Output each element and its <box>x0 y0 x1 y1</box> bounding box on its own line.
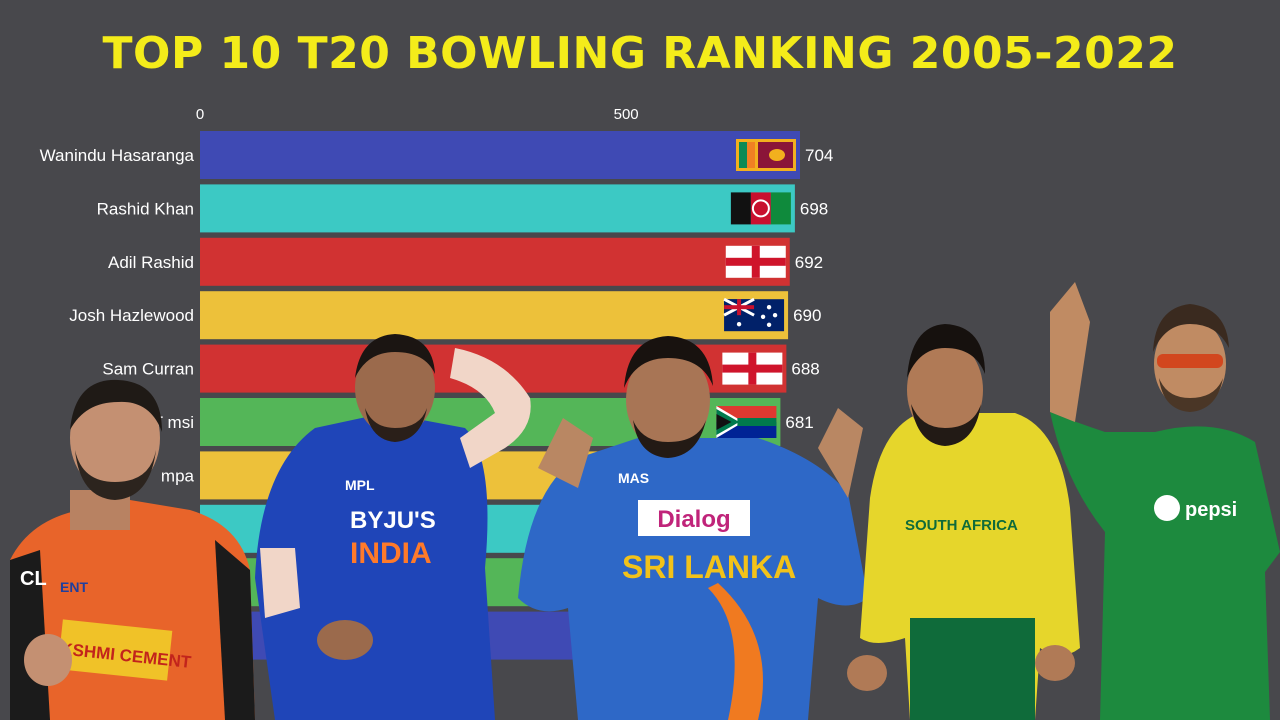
sponsor-panel <box>638 500 750 536</box>
category-label: mpa <box>161 466 195 485</box>
category-label: Sam Curran <box>102 360 194 379</box>
jersey-sleeve <box>215 540 255 720</box>
face-shape <box>355 340 435 436</box>
beard-shape <box>911 404 981 446</box>
beard-shape <box>75 450 156 500</box>
bar <box>200 131 800 179</box>
jersey-sponsor-text: MPL <box>345 477 375 493</box>
face-shape <box>70 383 160 493</box>
jersey-sponsor-text: MAS <box>618 470 649 486</box>
fist-shape <box>847 655 887 691</box>
trousers-shape <box>910 618 1035 720</box>
jersey-logo-text: pepsi <box>1185 499 1237 521</box>
category-label: T msi <box>153 413 194 432</box>
jersey-shape <box>1050 412 1280 720</box>
value-label: 692 <box>795 253 823 272</box>
sunglasses <box>1157 354 1223 368</box>
sponsor-logo <box>1154 495 1180 521</box>
jersey-text: SOUTH AFRICA <box>905 517 1018 534</box>
beard-shape <box>1159 378 1223 412</box>
hair-shape <box>624 336 713 388</box>
jersey-logo-text: Dialog <box>657 506 730 533</box>
bar <box>200 291 789 340</box>
hair-shape <box>1153 304 1229 352</box>
chart-title: TOP 10 T20 BOWLING RANKING 2005-2022 <box>102 28 1178 79</box>
jersey-pattern <box>708 583 763 720</box>
australia-flag-icon <box>723 297 785 332</box>
wanindu-hasaranga-photo: Dialog SRI LANKA MAS <box>518 336 868 720</box>
england-flag-icon <box>725 245 786 278</box>
x-tick-label: 0 <box>196 106 204 123</box>
arm-sleeve <box>260 548 300 618</box>
value-label: 681 <box>785 413 813 432</box>
jersey-text: SRI LANKA <box>622 549 796 585</box>
category-label: Rashid Khan <box>97 199 194 218</box>
jasprit-bumrah-photo: BYJU'S INDIA MPL <box>255 334 531 720</box>
sponsor-panel <box>57 619 173 681</box>
face-shape <box>626 348 710 452</box>
raised-arm <box>1050 282 1090 422</box>
jersey-logo-text: CL <box>20 568 47 590</box>
arm-sleeve <box>450 348 531 468</box>
value-label: 704 <box>805 146 833 165</box>
jersey-logo-text: BYJU'S <box>350 507 436 534</box>
hair-shape <box>907 324 985 378</box>
bar-row: Wanindu Hasaranga 704 <box>40 131 833 179</box>
bar <box>200 237 790 286</box>
jersey-text: INDIA <box>350 537 432 570</box>
fist-shape <box>1035 645 1075 681</box>
x-tick-label: 500 <box>614 106 639 123</box>
south-africa-flag-icon <box>716 406 777 438</box>
imad-wasim-photo: pepsi <box>1050 282 1280 720</box>
jersey-shape <box>518 438 868 720</box>
hair-shape <box>355 334 435 378</box>
bar-row: Adil Rashid 692 <box>108 237 823 286</box>
afghanistan-flag-icon <box>730 192 791 225</box>
value-label: 698 <box>800 199 828 218</box>
category-label: Adil Rashid <box>108 253 194 272</box>
face-shape <box>907 340 983 440</box>
beard-shape <box>633 420 706 458</box>
england-flag-icon <box>722 352 783 385</box>
bar <box>200 184 795 233</box>
tabraiz-shamsi-photo: SOUTH AFRICA <box>847 324 1080 720</box>
jersey-sponsor-text: ENT <box>60 579 88 595</box>
bar-row: Josh Hazlewood 690 <box>69 291 821 340</box>
category-label: Wanindu Hasaranga <box>40 146 195 165</box>
bar-row: Rashid Khan 698 <box>97 184 828 233</box>
rashid-khan-photo: LAKSHMI CEMENT CL ENT <box>10 379 255 720</box>
hand-shape <box>317 620 373 660</box>
value-label: 688 <box>791 360 819 379</box>
hand-shape <box>818 408 863 498</box>
thumbs-up-hand <box>24 634 72 686</box>
value-label: 690 <box>793 306 821 325</box>
beard-shape <box>365 408 427 442</box>
jersey-shape <box>255 413 495 720</box>
x-axis: 0 500 <box>196 106 639 123</box>
sri-lanka-flag-icon <box>736 139 796 171</box>
category-label: Josh Hazlewood <box>69 306 194 325</box>
hand-shape <box>538 418 593 488</box>
hair-shape <box>70 379 162 432</box>
